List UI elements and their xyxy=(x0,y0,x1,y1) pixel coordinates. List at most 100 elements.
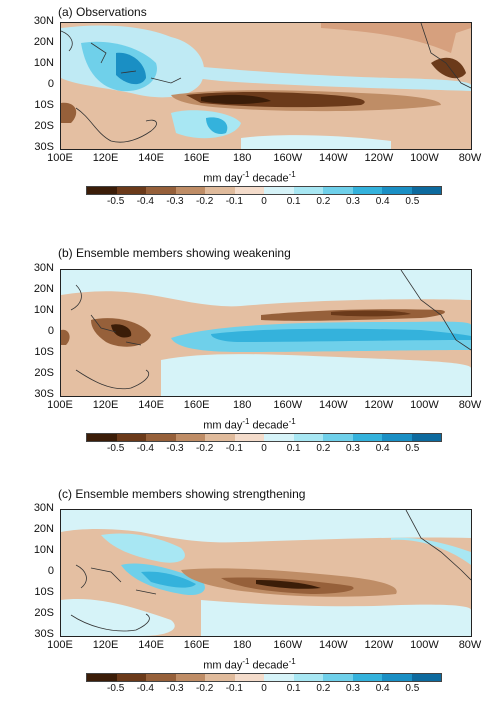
lat-tick-label: 20N xyxy=(33,36,54,48)
colorbar-tick-label: 0.2 xyxy=(316,443,331,454)
lat-tick-label: 30S xyxy=(34,141,54,153)
colorbar-tick-label: -0.3 xyxy=(166,683,184,694)
colorbar-tick-label: 0.1 xyxy=(286,683,301,694)
colorbar-swatch xyxy=(205,674,235,681)
colorbar-swatch xyxy=(146,434,176,441)
map-strengthening xyxy=(60,509,472,637)
colorbar-tick-label: -0.3 xyxy=(166,196,184,207)
lon-tick-label: 120E xyxy=(92,152,119,164)
colorbar-tick-label: 0 xyxy=(261,443,267,454)
colorbar-swatch xyxy=(175,434,205,441)
colorbar-swatch xyxy=(205,187,235,194)
colorbar-tick-label: -0.2 xyxy=(196,196,214,207)
lat-tick-label: 10S xyxy=(34,586,54,598)
lon-tick-label: 180 xyxy=(233,152,252,164)
colorbar-swatch xyxy=(382,674,412,681)
colorbar-swatch xyxy=(146,187,176,194)
lon-tick-label: 180 xyxy=(233,399,252,411)
colorbar-tick-label: 0 xyxy=(261,683,267,694)
colorbar-swatch xyxy=(87,187,117,194)
lon-tick-label: 140E xyxy=(138,152,164,164)
lon-tick-label: 140E xyxy=(138,639,164,651)
colorbar-tick-label: -0.5 xyxy=(107,683,125,694)
lat-tick-label: 30N xyxy=(33,15,54,27)
colorbar-title: mm day-1 decade-1 xyxy=(203,657,296,672)
colorbar-swatch xyxy=(87,674,117,681)
lat-tick-label: 0 xyxy=(47,78,54,90)
lat-tick-label: 20N xyxy=(33,523,54,535)
colorbar-tick-label: 0.1 xyxy=(286,196,301,207)
lat-tick-label: 30S xyxy=(34,388,54,400)
lon-tick-label: 160W xyxy=(273,152,303,164)
lat-tick-label: 20S xyxy=(34,367,54,379)
colorbar xyxy=(86,673,442,682)
colorbar-tick-label: -0.5 xyxy=(107,443,125,454)
colorbar-swatch xyxy=(352,434,382,441)
colorbar-tick-label: -0.5 xyxy=(107,196,125,207)
lon-tick-label: 120E xyxy=(92,399,119,411)
colorbar-tick-label: -0.4 xyxy=(136,196,154,207)
colorbar-swatch xyxy=(411,187,441,194)
colorbar-swatch xyxy=(323,434,353,441)
lon-tick-label: 120W xyxy=(364,152,394,164)
colorbar-swatch xyxy=(293,674,323,681)
lon-tick-label: 160E xyxy=(183,152,210,164)
colorbar-tick-label: -0.3 xyxy=(166,443,184,454)
lat-tick-label: 20S xyxy=(34,607,54,619)
colorbar-swatch xyxy=(323,674,353,681)
panel-weakening: (b) Ensemble members showing weakening 3… xyxy=(0,246,499,476)
lon-tick-label: 180 xyxy=(233,639,252,651)
colorbar-swatch xyxy=(234,674,264,681)
colorbar-swatch xyxy=(116,434,146,441)
lon-tick-label: 140E xyxy=(138,399,164,411)
colorbar-swatch xyxy=(234,434,264,441)
lon-tick-label: 80W xyxy=(458,152,482,164)
colorbar-swatch xyxy=(352,187,382,194)
colorbar-tick-label: -0.4 xyxy=(136,443,154,454)
colorbar-swatch xyxy=(264,187,294,194)
colorbar-tick-label: 0.5 xyxy=(405,196,420,207)
lon-tick-label: 140W xyxy=(318,152,348,164)
lon-tick-label: 120E xyxy=(92,639,119,651)
lon-tick-label: 80W xyxy=(458,639,482,651)
colorbar-tick-label: 0.3 xyxy=(346,443,360,454)
colorbar-tick-label: 0 xyxy=(261,196,267,207)
lat-tick-label: 10S xyxy=(34,99,54,111)
lon-tick-label: 100W xyxy=(410,399,439,411)
colorbar-tick-label: -0.1 xyxy=(225,683,243,694)
panel-title: (b) Ensemble members showing weakening xyxy=(58,246,291,260)
colorbar-swatch xyxy=(264,674,294,681)
colorbar-tick-label: -0.1 xyxy=(225,196,243,207)
colorbar-tick-label: 0.3 xyxy=(346,196,360,207)
lon-tick-label: 120W xyxy=(364,639,394,651)
colorbar-swatch xyxy=(205,434,235,441)
colorbar-swatch xyxy=(382,187,412,194)
colorbar-tick-label: -0.2 xyxy=(196,443,214,454)
colorbar-swatch xyxy=(175,187,205,194)
colorbar-tick-label: -0.1 xyxy=(225,443,243,454)
panel-title: (a) Observations xyxy=(58,5,147,19)
colorbar-tick-label: 0.2 xyxy=(316,683,331,694)
colorbar xyxy=(86,433,442,442)
panel-strengthening: (c) Ensemble members showing strengtheni… xyxy=(0,487,499,725)
colorbar-swatch xyxy=(293,434,323,441)
colorbar-swatch xyxy=(264,434,294,441)
colorbar-swatch xyxy=(87,434,117,441)
colorbar-swatch xyxy=(411,434,441,441)
lat-tick-label: 0 xyxy=(47,325,54,337)
colorbar-swatch xyxy=(382,434,412,441)
lat-tick-label: 30N xyxy=(33,502,54,514)
lat-tick-label: 10N xyxy=(33,544,54,556)
colorbar-swatch xyxy=(175,674,205,681)
colorbar-swatch xyxy=(116,674,146,681)
lat-tick-label: 20N xyxy=(33,283,54,295)
colorbar-swatch xyxy=(116,187,146,194)
panel-title: (c) Ensemble members showing strengtheni… xyxy=(58,487,306,501)
colorbar-swatch xyxy=(411,674,441,681)
lon-tick-label: 100W xyxy=(410,152,439,164)
map-weakening xyxy=(60,269,472,397)
lon-tick-label: 120W xyxy=(364,399,394,411)
colorbar-tick-label: 0.4 xyxy=(375,683,390,694)
lat-tick-label: 10N xyxy=(33,57,54,69)
colorbar-swatch xyxy=(293,187,323,194)
